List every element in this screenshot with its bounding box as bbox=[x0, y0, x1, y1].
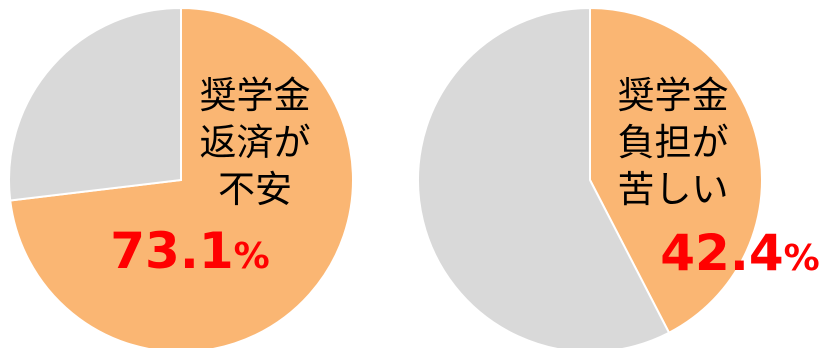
pie-value-label: 73.1% bbox=[110, 222, 269, 280]
pie-label-line: 負担が bbox=[618, 121, 729, 164]
pie-slice bbox=[7, 6, 182, 202]
pie-label-line: 奨学金 bbox=[618, 74, 729, 117]
pie-label-line: 奨学金 bbox=[200, 74, 311, 117]
pie-value-label: 42.4% bbox=[660, 224, 819, 282]
pie-label-line: 苦しい bbox=[618, 168, 729, 211]
pie-label-line: 返済が bbox=[200, 121, 311, 164]
pie-slice bbox=[417, 6, 671, 348]
pie-slice bbox=[589, 6, 763, 335]
pie-label-line: 不安 bbox=[218, 168, 292, 211]
